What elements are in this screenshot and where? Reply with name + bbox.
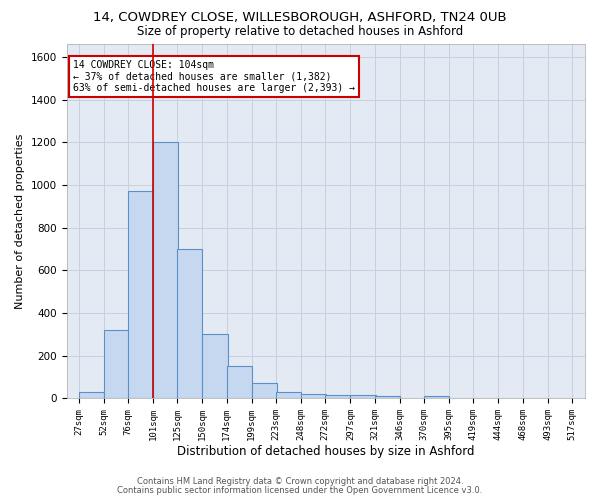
Bar: [350, 395, 376, 398]
Text: Contains public sector information licensed under the Open Government Licence v3: Contains public sector information licen…: [118, 486, 482, 495]
Bar: [424, 396, 449, 398]
Bar: [276, 392, 301, 398]
Bar: [252, 384, 277, 398]
Y-axis label: Number of detached properties: Number of detached properties: [15, 134, 25, 309]
Bar: [325, 395, 350, 398]
Bar: [177, 249, 202, 398]
Text: 14, COWDREY CLOSE, WILLESBOROUGH, ASHFORD, TN24 0UB: 14, COWDREY CLOSE, WILLESBOROUGH, ASHFOR…: [93, 12, 507, 24]
Text: Size of property relative to detached houses in Ashford: Size of property relative to detached ho…: [137, 25, 463, 38]
Bar: [374, 396, 400, 398]
Bar: [301, 394, 326, 398]
Bar: [153, 142, 178, 399]
Bar: [104, 330, 129, 398]
Bar: [79, 392, 104, 398]
Text: 14 COWDREY CLOSE: 104sqm
← 37% of detached houses are smaller (1,382)
63% of sem: 14 COWDREY CLOSE: 104sqm ← 37% of detach…: [73, 60, 355, 93]
X-axis label: Distribution of detached houses by size in Ashford: Distribution of detached houses by size …: [177, 444, 475, 458]
Bar: [227, 366, 252, 398]
Bar: [128, 192, 153, 398]
Bar: [202, 334, 227, 398]
Text: Contains HM Land Registry data © Crown copyright and database right 2024.: Contains HM Land Registry data © Crown c…: [137, 477, 463, 486]
